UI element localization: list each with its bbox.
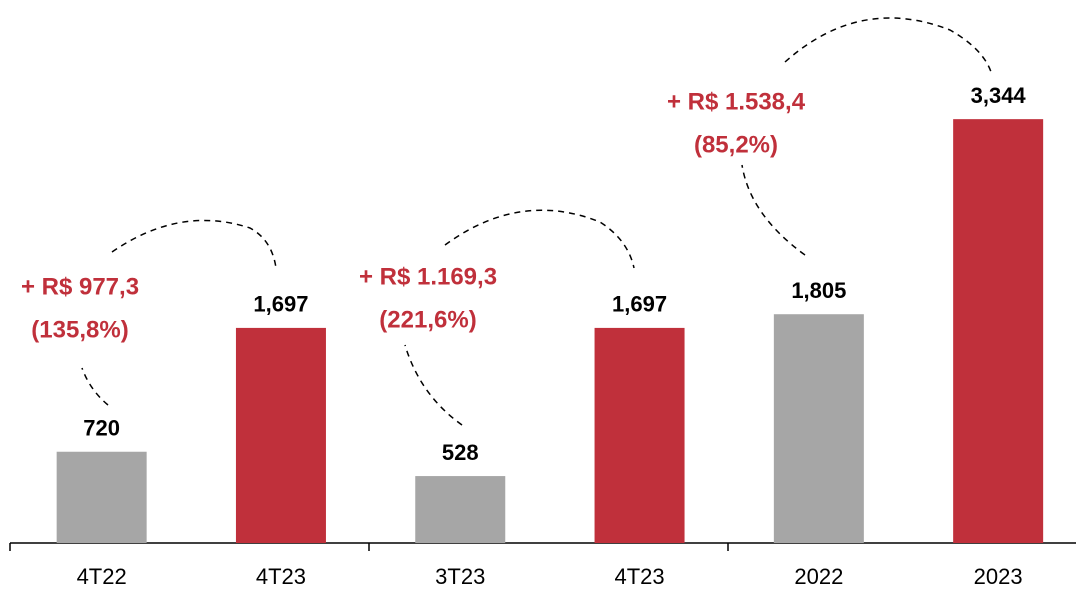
value-label: 3,344 <box>971 83 1027 108</box>
x-tick-label: 2023 <box>974 564 1023 589</box>
x-tick-label: 3T23 <box>435 564 485 589</box>
bar <box>415 476 506 543</box>
annotation: (85,2%) <box>694 131 778 158</box>
connector <box>741 164 806 256</box>
connector <box>444 209 635 269</box>
x-tick-label: 4T22 <box>77 564 127 589</box>
annotation: + R$ 1.538,4 <box>667 88 806 115</box>
connector <box>404 344 463 426</box>
annotation: (135,8%) <box>31 316 128 343</box>
x-tick-label: 2022 <box>794 564 843 589</box>
annotation: + R$ 977,3 <box>21 273 139 300</box>
bar <box>235 327 326 543</box>
connector <box>784 17 993 76</box>
bar <box>56 451 147 543</box>
value-label: 720 <box>83 416 120 441</box>
value-label: 1,805 <box>791 278 846 303</box>
annotation: (221,6%) <box>379 306 476 333</box>
value-label: 1,697 <box>253 292 308 317</box>
connector <box>81 367 109 406</box>
x-tick-label: 4T23 <box>614 564 664 589</box>
x-tick-label: 4T23 <box>256 564 306 589</box>
bar <box>773 314 864 543</box>
bar <box>594 327 685 543</box>
annotation: + R$ 1.169,3 <box>359 263 497 290</box>
value-label: 1,697 <box>612 292 667 317</box>
connector <box>111 219 277 269</box>
bar <box>953 119 1044 543</box>
value-label: 528 <box>442 440 479 465</box>
